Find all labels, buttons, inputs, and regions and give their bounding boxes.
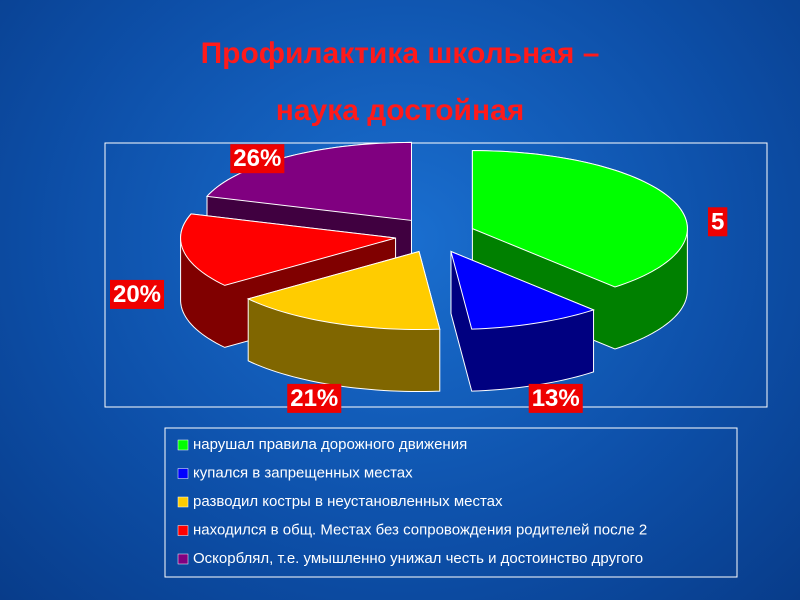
legend-label: купался в запрещенных местах (193, 464, 413, 481)
legend-label: разводил костры в неустановленных местах (193, 493, 503, 510)
pie-slice (205, 141, 412, 222)
data-label: 5 (711, 208, 724, 235)
pie-slice (246, 250, 441, 331)
pie-slice (471, 150, 688, 288)
legend-label: нарушал правила дорожного движения (193, 436, 467, 453)
legend-marker (177, 439, 189, 451)
data-label-box (287, 383, 342, 413)
data-label-box (528, 383, 583, 413)
data-label: 21% (290, 385, 338, 412)
data-label: 20% (113, 281, 161, 308)
data-label: 26% (233, 145, 281, 172)
chart-subtitle: наука достойная (276, 94, 525, 127)
pie-slice (180, 213, 396, 286)
legend-marker (177, 525, 189, 536)
legend-marker (177, 496, 189, 508)
legend-label: Оскорблял, т.е. умышленно унижал честь и… (193, 550, 643, 567)
data-label-box (109, 279, 165, 309)
data-label-box (707, 207, 728, 237)
legend-marker (177, 553, 189, 565)
data-label: 13% (532, 385, 580, 412)
plot-area (104, 142, 768, 408)
data-label-box (230, 144, 285, 174)
legend-marker (177, 468, 189, 479)
chart-title: Профилактика школьная – (201, 37, 600, 70)
pie-slice (450, 250, 596, 330)
legend-label: находился в общ. Местах без сопровождени… (193, 521, 647, 538)
legend (164, 427, 738, 578)
